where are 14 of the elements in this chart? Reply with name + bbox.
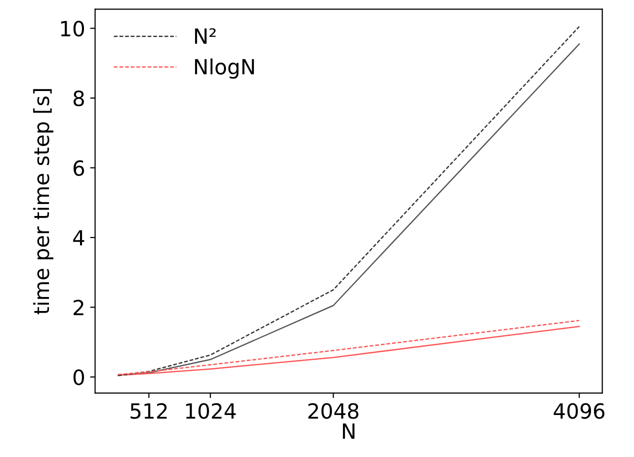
y-tick-label: 8 <box>74 90 84 106</box>
x-tick-label: 1024 <box>186 403 236 419</box>
x-tick-label: 512 <box>130 403 167 419</box>
legend-label: NlogN <box>195 58 254 79</box>
y-tick-label: 4 <box>73 230 84 246</box>
x-axis-title: N <box>342 424 354 439</box>
legend-label: N² <box>195 28 216 44</box>
x-tick-label: 2048 <box>308 403 358 419</box>
y-tick-label: 6 <box>74 160 84 176</box>
y-tick-label: 0 <box>73 369 84 386</box>
y-tick-label: 2 <box>74 300 84 316</box>
y-axis-title: time per time step [s] <box>33 89 54 314</box>
x-tick-label: 4096 <box>554 403 604 419</box>
y-tick-label: 10 <box>61 20 84 37</box>
